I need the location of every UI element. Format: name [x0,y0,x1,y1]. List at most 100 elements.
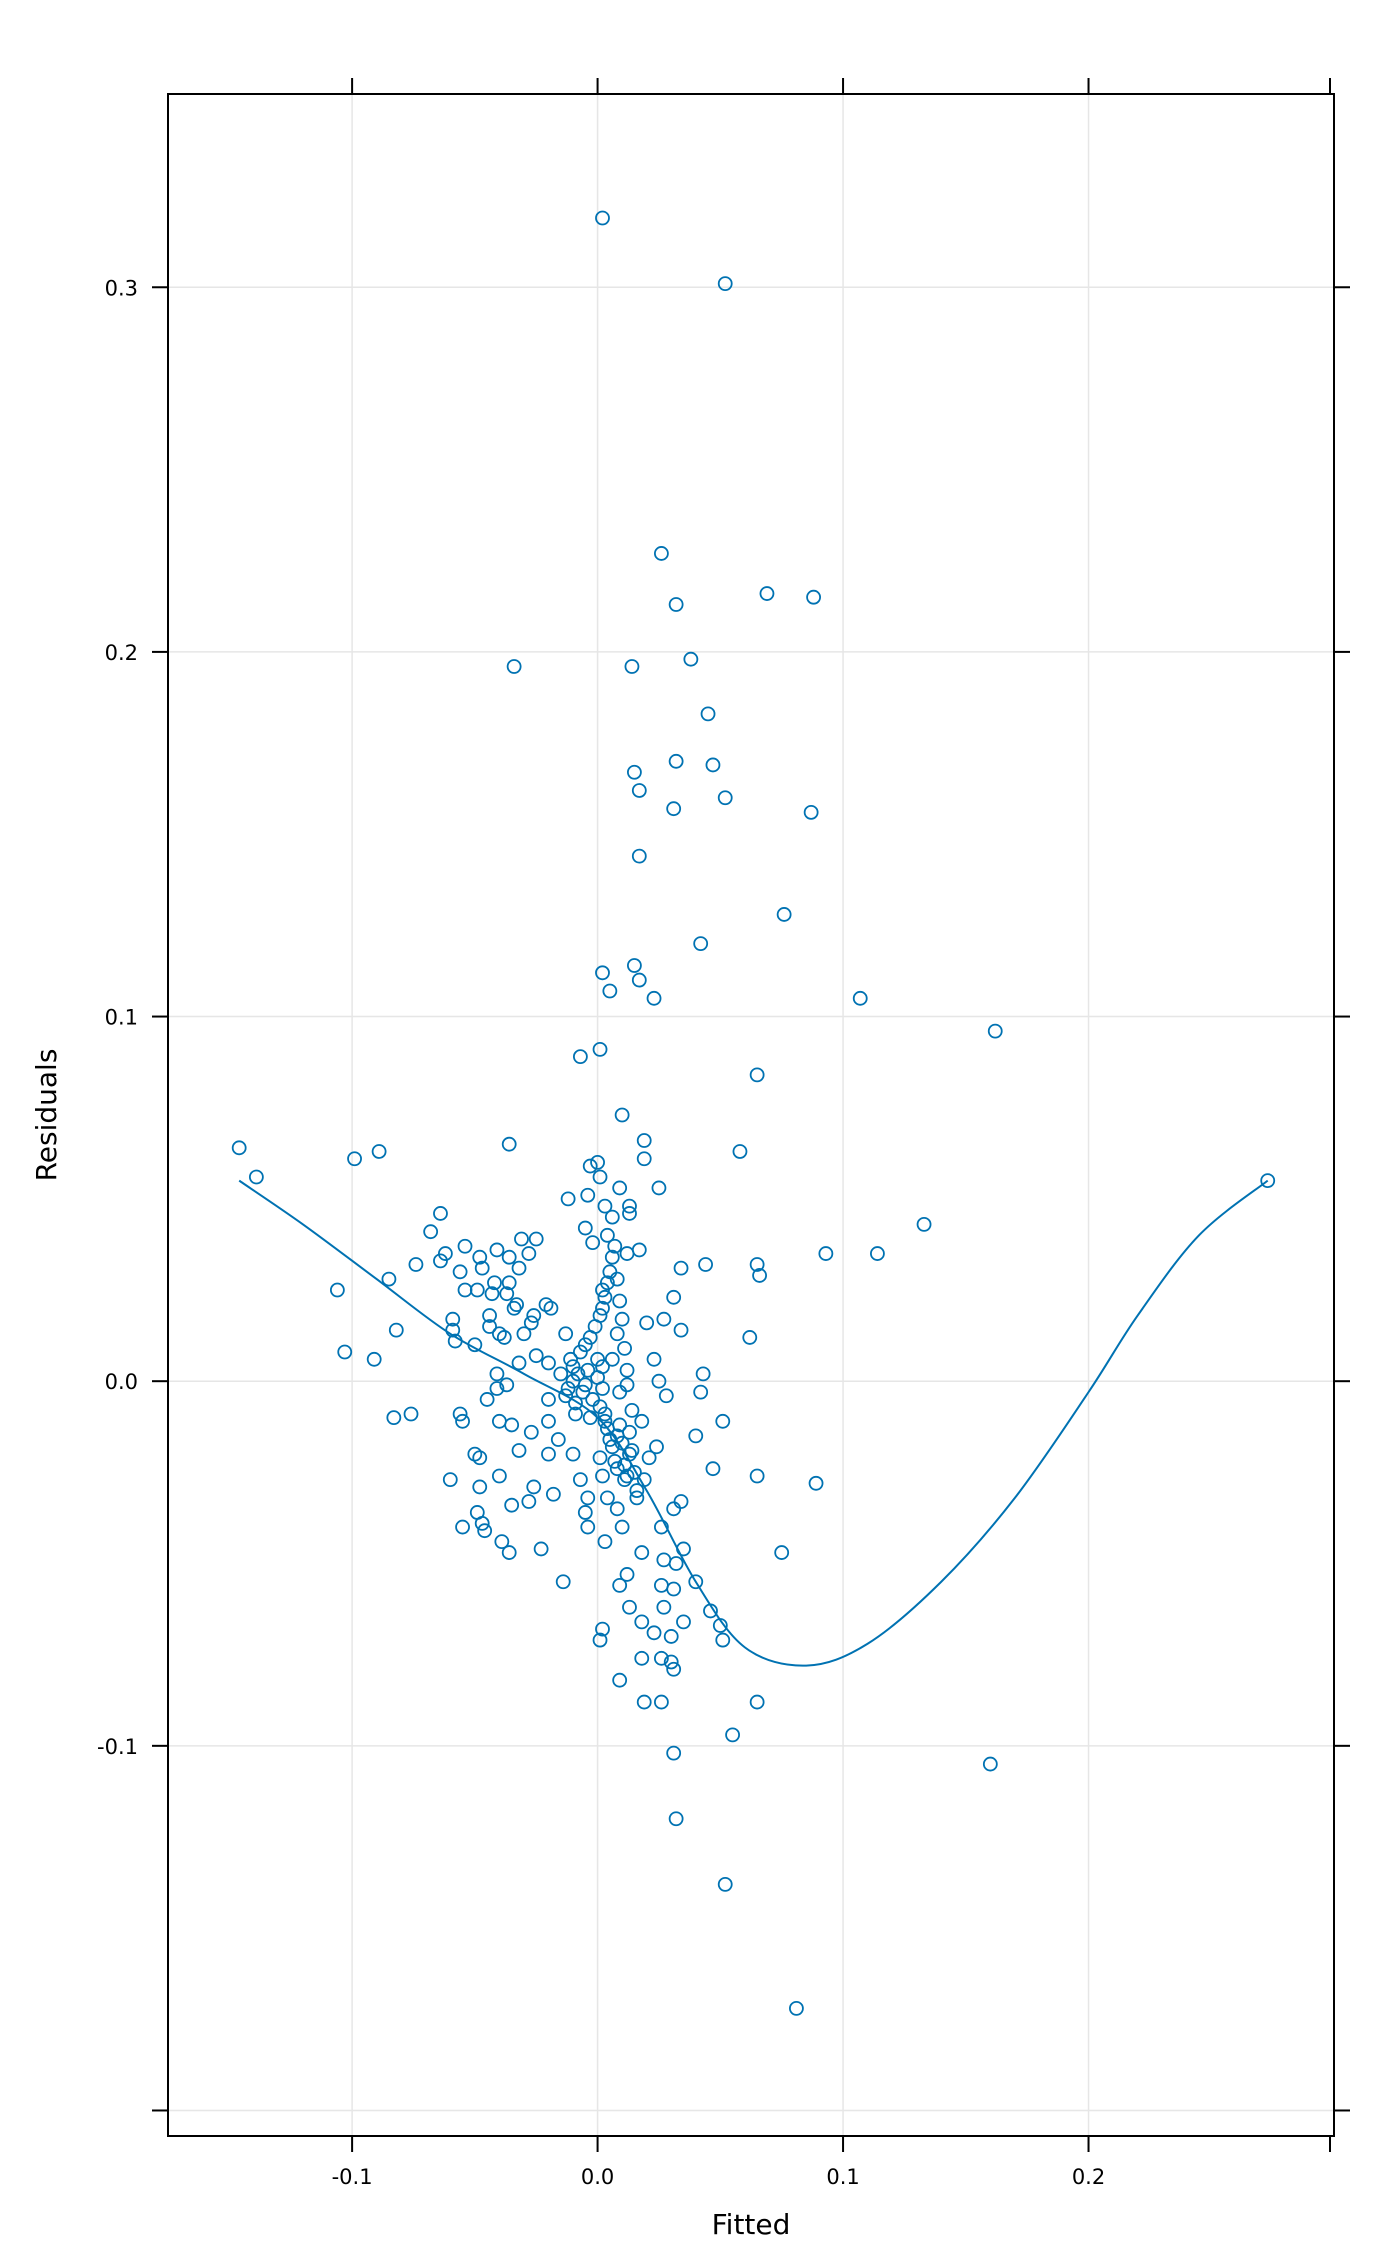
data-point [666,1661,682,1677]
data-point [550,1432,566,1447]
data-point [477,1523,493,1539]
data-point [654,1694,669,1710]
data-point [617,1457,632,1473]
data-point [634,1650,650,1666]
data-point [693,1384,709,1400]
data-point [614,1311,630,1327]
data-point [371,1144,387,1159]
data-point [560,1191,576,1207]
data-point [622,1424,637,1440]
data-point [609,1326,625,1342]
data-point [558,1388,574,1404]
data-point [916,1216,932,1232]
data-point [248,1169,264,1185]
data-point [514,1231,529,1247]
data-point [541,1355,556,1371]
data-point [717,276,733,292]
data-point [506,659,522,674]
data-point [612,1577,628,1593]
data-point [749,1694,765,1710]
data-point [597,1289,613,1305]
data-point [631,1242,647,1258]
data-point [541,1413,556,1429]
data-point [545,1486,561,1502]
data-point [668,597,684,612]
data-point [445,1311,461,1327]
data-point [627,1464,642,1480]
data-point [592,1632,608,1648]
data-point [1260,1173,1276,1189]
data-point [457,1238,473,1254]
data-point [489,1366,505,1382]
data-point [631,972,647,988]
data-point [725,1727,740,1743]
x-axis-title: Fitted [712,2208,791,2241]
data-point [433,1206,448,1221]
data-point [803,804,819,820]
data-point [732,1144,748,1159]
data-point [523,1424,539,1440]
data-point [705,1461,721,1477]
data-point [501,1136,517,1152]
data-point [673,1494,689,1509]
data-point [776,907,792,922]
data-point [631,783,647,798]
data-point [595,210,610,226]
data-point [577,1337,593,1353]
data-point [654,1577,669,1593]
data-point [555,1574,571,1590]
data-point [818,1246,834,1261]
data-point [629,1490,645,1506]
data-point [749,1067,765,1083]
data-point [651,1373,667,1389]
data-point [673,1260,689,1276]
data-point [646,1625,662,1641]
data-point [366,1351,382,1367]
data-point [592,1399,608,1415]
data-point [582,1158,598,1174]
data-point [982,1756,998,1772]
data-point [452,1406,468,1422]
data-point [585,1235,601,1251]
data-point [646,990,662,1006]
data-point [570,1366,586,1382]
data-point [595,1468,610,1484]
data-point [484,1286,500,1302]
data-point [597,1406,613,1422]
data-point [715,1413,731,1429]
data-point [703,1603,718,1619]
data-point [521,1246,537,1261]
data-point [700,706,716,722]
data-point [491,1413,507,1429]
data-point [609,1501,625,1517]
data-point [688,1574,704,1590]
smooth-line [238,1179,1269,1667]
data-point [388,1322,404,1338]
data-point [629,1483,645,1498]
data-point [759,586,775,601]
data-point [639,1315,655,1331]
data-point [347,1151,362,1167]
scatter-points [231,210,1276,2016]
data-point [789,2000,804,2016]
data-point [676,1614,691,1630]
data-point [688,1428,704,1444]
y-tick-label: 0.2 [105,641,138,665]
y-tick-label: 0.1 [105,1006,138,1030]
data-point [482,1319,497,1334]
data-point [577,1220,593,1236]
data-point [433,1253,448,1269]
data-point [742,1330,758,1345]
data-point [511,1443,527,1458]
data-point [666,801,682,817]
data-point [636,1472,652,1488]
data-point [482,1308,497,1323]
data-point [489,1381,505,1396]
data-point [774,1545,790,1560]
axis-tick-labels: -0.1 0.0 0.1 0.2 -0.1 0.0 0.1 0.2 0.3 [97,276,1105,2189]
data-point [808,1475,824,1491]
data-point [870,1246,885,1261]
data-point [381,1271,397,1287]
data-point [619,1246,635,1261]
data-point [656,1552,672,1568]
